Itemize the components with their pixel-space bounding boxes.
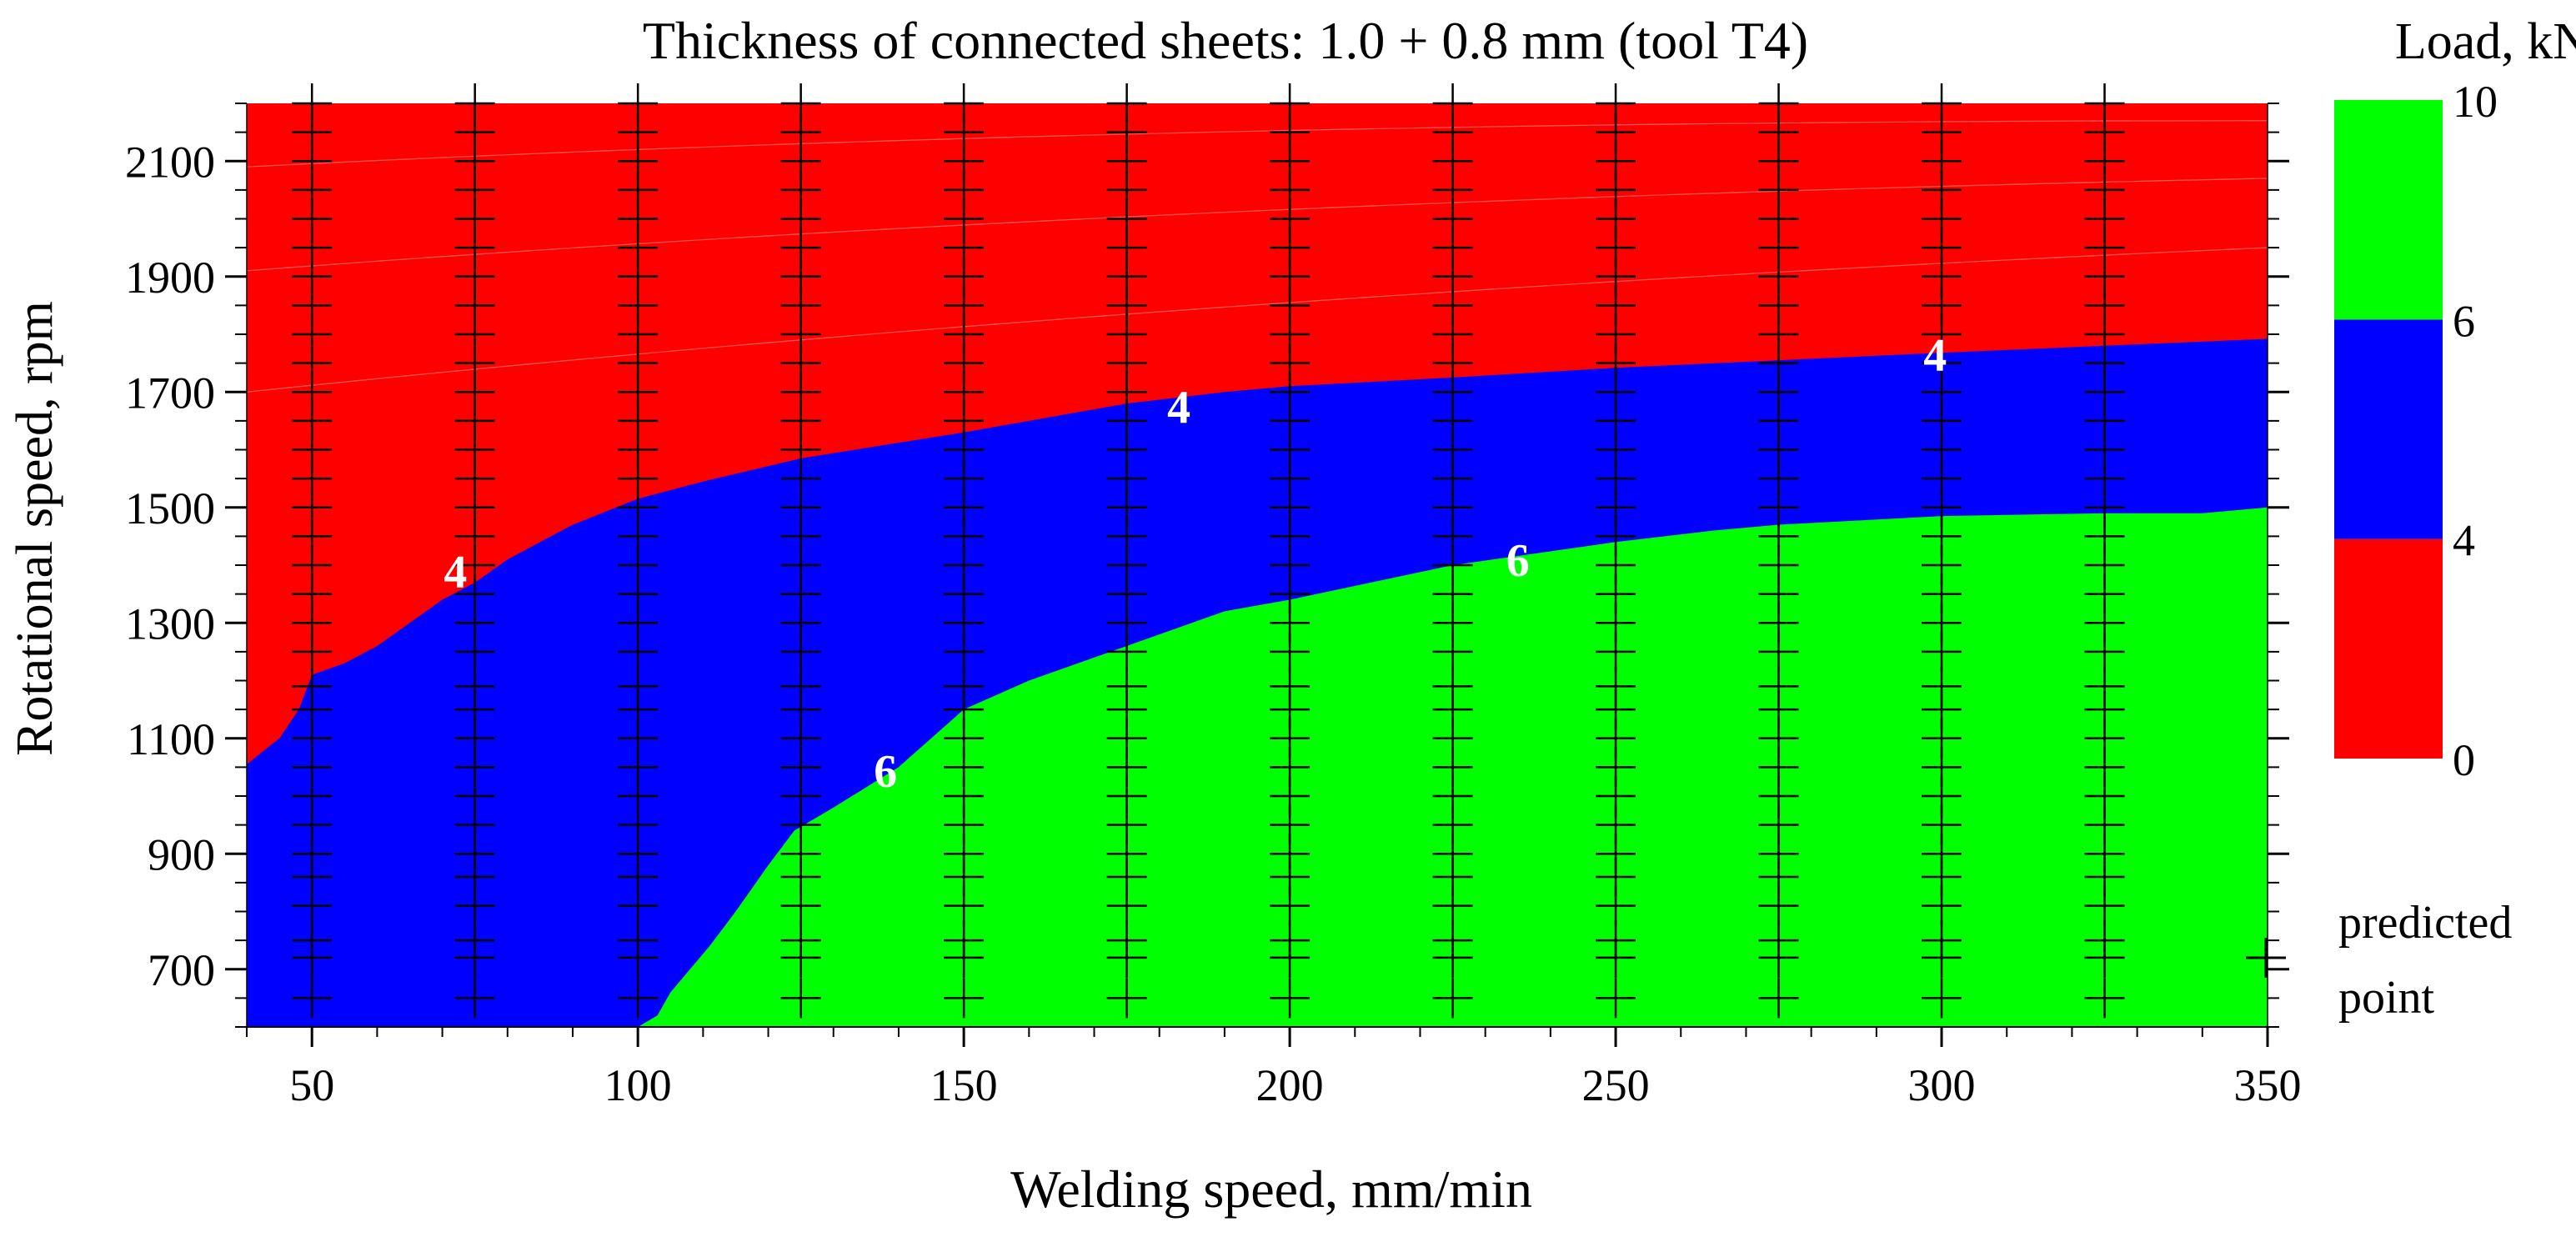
x-tick-label: 100	[604, 1060, 672, 1110]
x-tick-label: 250	[1582, 1060, 1650, 1110]
x-axis-label: Welding speed, mm/min	[1010, 1159, 1532, 1219]
y-tick-label: 1500	[125, 483, 215, 533]
y-tick-label: 1900	[125, 253, 215, 303]
legend-label-line2: point	[2338, 972, 2435, 1024]
colorbar-title: Load, kN	[2395, 13, 2576, 70]
contour-label: 6	[874, 746, 897, 798]
contour-label: 4	[1923, 330, 1947, 382]
colorbar-segment	[2334, 100, 2443, 320]
colorbar-segment	[2334, 319, 2443, 539]
y-tick-label: 1700	[125, 368, 215, 418]
y-tick-label: 1300	[125, 598, 215, 649]
colorbar-tick-label: 4	[2453, 516, 2475, 566]
colorbar-tick-label: 10	[2453, 77, 2498, 127]
colorbar-segment	[2334, 538, 2443, 759]
y-tick-label: 900	[148, 829, 215, 879]
faint-contour-line	[246, 247, 2268, 393]
colorbar-tick-label: 0	[2453, 735, 2475, 785]
legend-label-line1: predicted	[2338, 897, 2512, 949]
contour-label: 4	[444, 547, 467, 598]
faint-contour-line	[246, 120, 2268, 168]
chart-title: Thickness of connected sheets: 1.0 + 0.8…	[643, 11, 1808, 70]
contour-label: 6	[1506, 535, 1530, 587]
x-tick-label: 350	[2234, 1060, 2302, 1110]
legend: predicted point	[2246, 897, 2512, 1024]
colorbar-tick-label: 6	[2453, 296, 2475, 346]
x-tick-label: 50	[289, 1060, 334, 1110]
x-tick-label: 150	[930, 1060, 998, 1110]
contour-label: 4	[1167, 383, 1190, 434]
y-tick-label: 700	[148, 945, 215, 995]
faint-contour-line	[246, 178, 2268, 272]
y-axis-label: Rotational speed, rpm	[7, 301, 63, 756]
y-tick-label: 1100	[127, 714, 215, 764]
y-tick-label: 2100	[125, 137, 215, 187]
x-tick-label: 300	[1908, 1060, 1976, 1110]
x-tick-label: 200	[1256, 1060, 1324, 1110]
